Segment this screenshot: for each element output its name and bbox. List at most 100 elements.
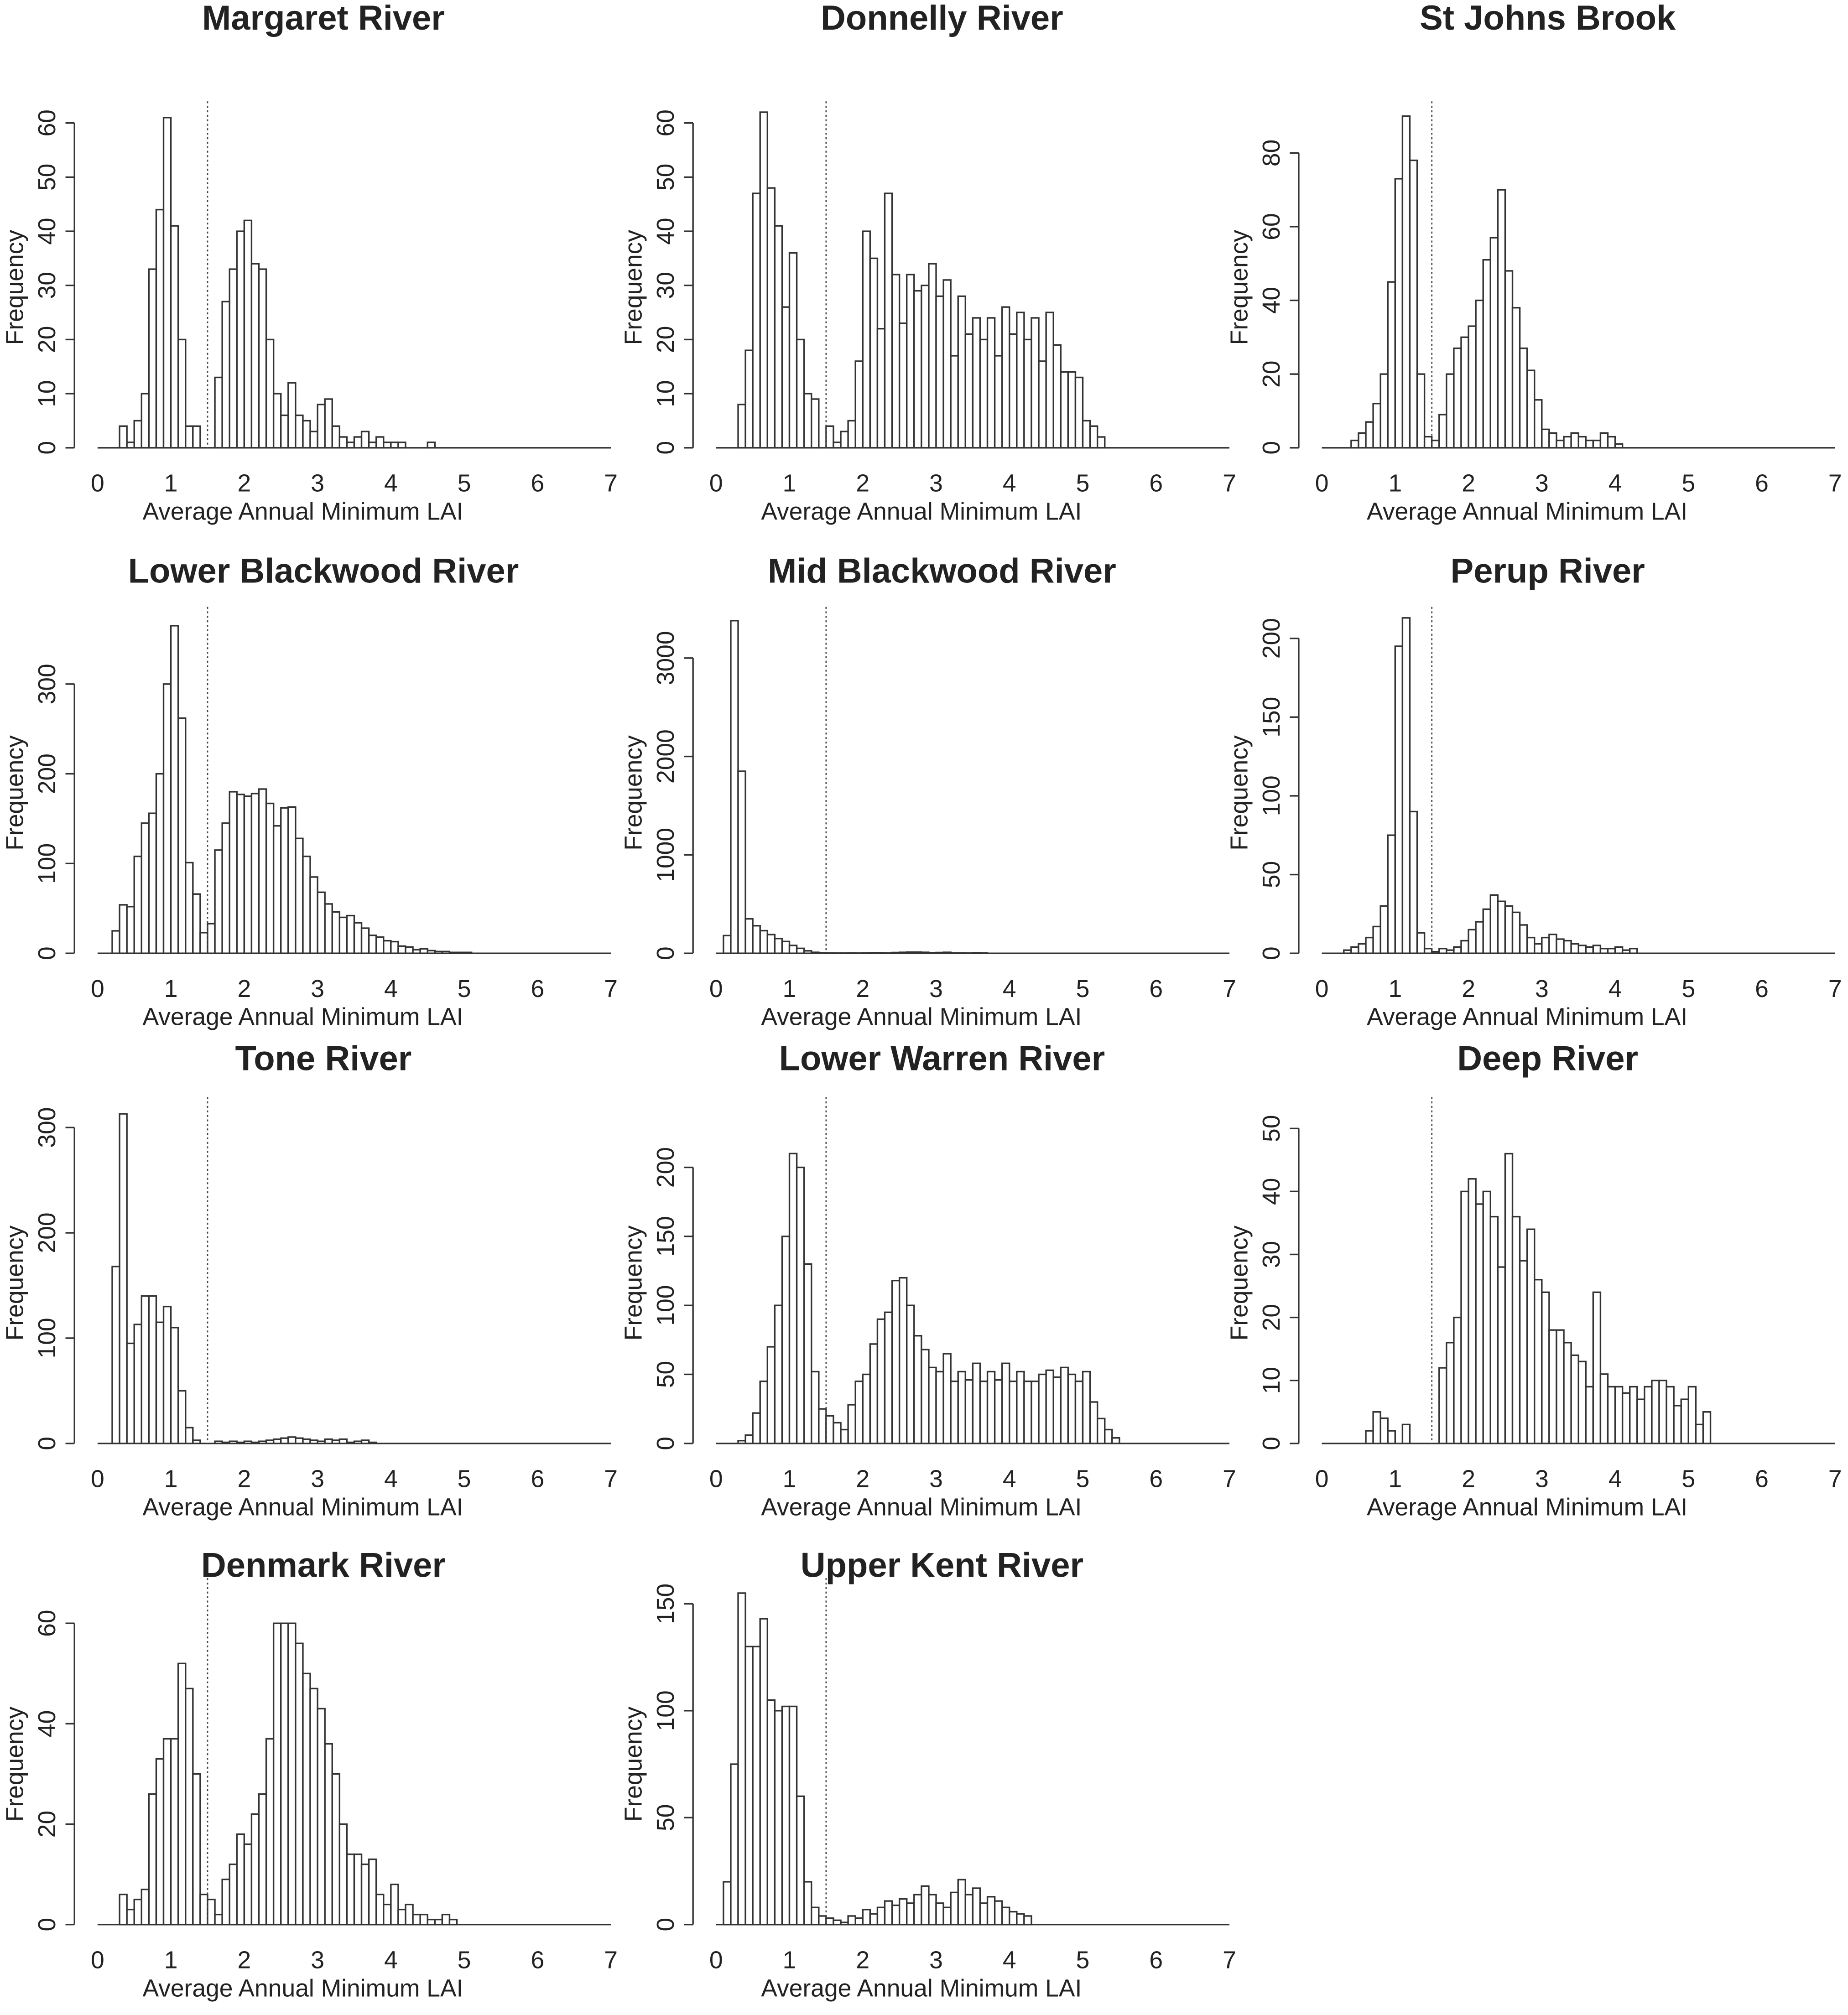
x-tick-label: 5 bbox=[1076, 470, 1090, 497]
chart-title: Deep River bbox=[1457, 1039, 1638, 1078]
y-tick-label: 20 bbox=[34, 1811, 61, 1838]
chart-title: Margaret River bbox=[202, 0, 445, 37]
bar bbox=[1607, 1386, 1616, 1444]
bar bbox=[744, 349, 754, 449]
x-tick-label: 6 bbox=[531, 1947, 544, 1973]
bar bbox=[397, 1908, 406, 1926]
bar bbox=[774, 1304, 783, 1444]
bar bbox=[170, 1327, 179, 1444]
x-tick-label: 3 bbox=[929, 1465, 943, 1492]
y-tick-label: 150 bbox=[652, 1584, 679, 1624]
bar bbox=[346, 1441, 355, 1444]
bar bbox=[1534, 399, 1543, 449]
bar bbox=[338, 1823, 348, 1926]
x-tick-label: 2 bbox=[1462, 1465, 1475, 1492]
bar bbox=[928, 1894, 937, 1926]
bar bbox=[185, 425, 194, 449]
y-tick-label: 100 bbox=[652, 1285, 679, 1326]
x-tick-label: 3 bbox=[929, 976, 943, 1002]
bar bbox=[155, 1321, 165, 1444]
bar bbox=[375, 1893, 385, 1926]
x-axis-label: Average Annual Minimum LAI bbox=[142, 1494, 463, 1521]
bar bbox=[972, 1887, 981, 1926]
bar bbox=[737, 1592, 746, 1926]
bar bbox=[1556, 1329, 1565, 1444]
bar bbox=[1350, 439, 1359, 449]
bar bbox=[170, 625, 179, 954]
y-tick-label: 0 bbox=[652, 1437, 679, 1450]
bar bbox=[1534, 1279, 1543, 1444]
bar bbox=[1519, 1260, 1528, 1444]
bar bbox=[854, 1917, 864, 1926]
bar bbox=[317, 404, 326, 449]
bar bbox=[338, 436, 348, 449]
x-tick-label: 1 bbox=[1388, 470, 1402, 497]
bar bbox=[133, 1324, 142, 1444]
x-axis-label: Average Annual Minimum LAI bbox=[761, 1494, 1082, 1521]
bar bbox=[353, 922, 363, 954]
chart-title: St Johns Brook bbox=[1420, 0, 1676, 37]
chart-title: Tone River bbox=[235, 1039, 412, 1078]
bar bbox=[1687, 1386, 1697, 1444]
bar bbox=[1489, 237, 1499, 449]
bar bbox=[752, 1646, 761, 1926]
bar bbox=[1111, 1437, 1120, 1444]
bar bbox=[397, 441, 406, 449]
bar bbox=[950, 355, 959, 449]
bar bbox=[942, 1353, 952, 1444]
bar bbox=[141, 822, 150, 954]
x-tick-label: 1 bbox=[783, 1947, 796, 1973]
bar bbox=[390, 441, 399, 449]
bar bbox=[148, 812, 157, 954]
x-tick-label: 5 bbox=[1076, 1947, 1090, 1973]
bar bbox=[214, 1913, 223, 1926]
bar bbox=[368, 935, 377, 954]
bar bbox=[1511, 911, 1521, 954]
bar bbox=[1438, 1367, 1447, 1444]
bar bbox=[324, 1743, 333, 1926]
bar bbox=[133, 855, 142, 954]
bar bbox=[862, 230, 871, 449]
bar bbox=[295, 1437, 304, 1444]
bar bbox=[1482, 1190, 1491, 1444]
bar bbox=[317, 1708, 326, 1926]
bar bbox=[383, 940, 392, 954]
bar bbox=[236, 1833, 245, 1926]
bar bbox=[891, 1904, 901, 1926]
bar bbox=[744, 918, 754, 954]
y-tick-label: 10 bbox=[1258, 1367, 1285, 1394]
bar bbox=[1519, 347, 1528, 449]
bar bbox=[876, 1318, 886, 1444]
bar bbox=[811, 1906, 820, 1926]
bar bbox=[730, 1763, 739, 1926]
bar bbox=[781, 306, 791, 449]
bar bbox=[898, 951, 908, 954]
bar bbox=[1446, 949, 1455, 954]
bar bbox=[302, 1672, 311, 1926]
bar bbox=[876, 327, 886, 449]
bar bbox=[891, 1279, 901, 1444]
bar bbox=[1387, 281, 1396, 449]
bar bbox=[752, 925, 761, 954]
bar bbox=[155, 773, 165, 954]
bar bbox=[185, 1688, 194, 1926]
bar bbox=[434, 1918, 443, 1926]
bar bbox=[884, 192, 893, 449]
bar bbox=[788, 1153, 798, 1444]
bar bbox=[331, 1439, 341, 1444]
bar bbox=[133, 1898, 142, 1926]
bar bbox=[338, 916, 348, 954]
x-axis-label: Average Annual Minimum LAI bbox=[142, 1975, 463, 2002]
y-tick-label: 20 bbox=[1258, 1304, 1285, 1331]
bar bbox=[891, 951, 901, 954]
bar bbox=[803, 393, 812, 449]
bar bbox=[119, 425, 128, 449]
y-tick-label: 150 bbox=[1258, 697, 1285, 737]
y-tick-label: 0 bbox=[652, 441, 679, 455]
y-axis-label: Frequency bbox=[620, 1707, 647, 1822]
bar bbox=[994, 1379, 1003, 1444]
bar bbox=[177, 1662, 187, 1926]
bar bbox=[250, 1813, 260, 1926]
bar bbox=[840, 1922, 849, 1926]
bar bbox=[928, 263, 937, 449]
